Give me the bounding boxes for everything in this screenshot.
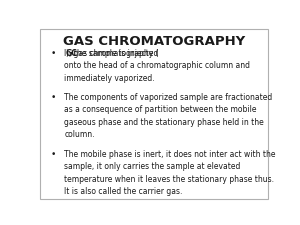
- Text: •: •: [51, 49, 56, 58]
- Text: temperature when it leaves the stationary phase thus.: temperature when it leaves the stationar…: [64, 175, 274, 184]
- Text: gaseous phase and the stationary phase held in the: gaseous phase and the stationary phase h…: [64, 118, 264, 127]
- Text: In gas chromatography (: In gas chromatography (: [64, 49, 159, 58]
- Text: •: •: [51, 93, 56, 102]
- Text: It is also called the carrier gas.: It is also called the carrier gas.: [64, 187, 183, 196]
- Text: GAS CHROMATOGRAPHY: GAS CHROMATOGRAPHY: [63, 35, 245, 48]
- Text: •: •: [51, 150, 56, 159]
- Text: GC: GC: [65, 49, 77, 58]
- Text: column.: column.: [64, 130, 95, 140]
- Text: as a consequence of partition between the mobile: as a consequence of partition between th…: [64, 106, 257, 115]
- Text: The components of vaporized sample are fractionated: The components of vaporized sample are f…: [64, 93, 272, 102]
- Text: onto the head of a chromatographic column and: onto the head of a chromatographic colum…: [64, 61, 250, 70]
- Text: immediately vaporized.: immediately vaporized.: [64, 74, 155, 83]
- Text: sample, it only carries the sample at elevated: sample, it only carries the sample at el…: [64, 162, 241, 171]
- Text: ), the sample is injected: ), the sample is injected: [66, 49, 159, 58]
- Text: The mobile phase is inert, it does not inter act with the: The mobile phase is inert, it does not i…: [64, 150, 276, 159]
